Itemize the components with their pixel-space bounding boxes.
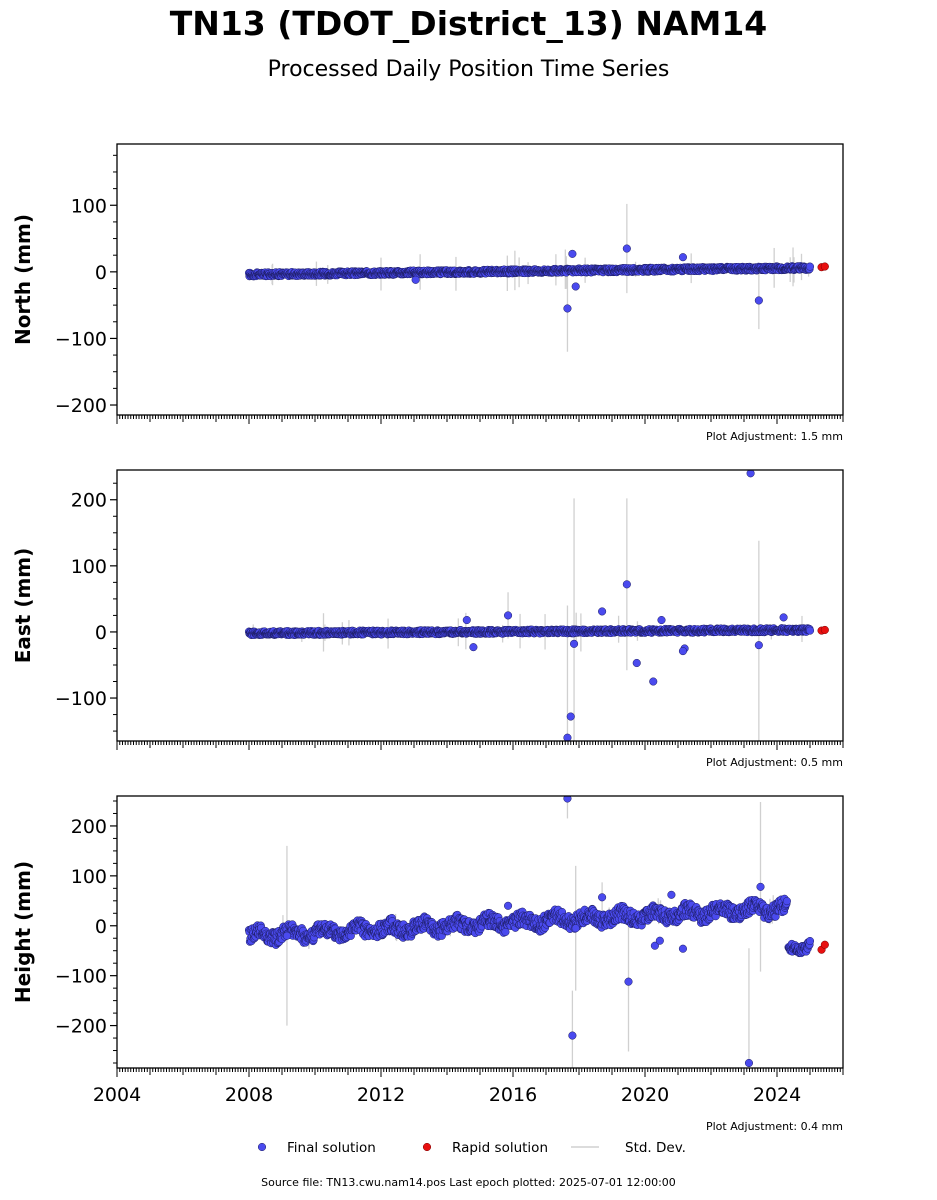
- y-axis-label: North (mm): [11, 214, 35, 345]
- final-point-outlier: [657, 615, 666, 625]
- panel-1: 200 100 0 −100 East (mm) Plot Adjustment: 0.5…: [11, 469, 844, 769]
- final-point: [805, 262, 815, 271]
- x-tick-label: 2016: [489, 1084, 537, 1106]
- y-tick-label: 0: [95, 622, 107, 644]
- plot-frame: [116, 469, 844, 742]
- final-point-outlier: [756, 882, 765, 891]
- legend: Final solution Rapid solution Std. Dev.: [257, 1140, 686, 1156]
- data-layer: [244, 470, 829, 741]
- legend-rapid-swatch: [422, 1142, 432, 1152]
- plot-adjustment: Plot Adjustment: 1.5 mm: [706, 430, 843, 443]
- final-point-outlier: [563, 733, 572, 741]
- y-tick-label: −200: [55, 1016, 107, 1038]
- x-tick-label: 2024: [753, 1084, 801, 1106]
- final-point-outlier: [598, 607, 607, 616]
- source-line: Source file: TN13.cwu.nam14.pos Last epo…: [261, 1176, 676, 1189]
- y-tick-label: 100: [71, 866, 107, 888]
- panel-0: 100 0 −100 −200 North (mm) Plot Adjustment: 1…: [11, 143, 844, 443]
- plot-adjustment: Plot Adjustment: 0.5 mm: [706, 756, 843, 769]
- x-tick-label: 2004: [93, 1084, 141, 1106]
- final-point-outlier: [649, 677, 658, 686]
- y-tick-label: −100: [55, 328, 107, 350]
- chart-subtitle: Processed Daily Position Time Series: [267, 57, 670, 82]
- final-point-outlier: [746, 470, 755, 478]
- x-tick-label: 2008: [225, 1084, 273, 1106]
- final-point: [782, 897, 791, 906]
- legend-label: Rapid solution: [452, 1140, 548, 1156]
- final-point-outlier: [282, 931, 292, 940]
- final-point-outlier: [504, 901, 513, 910]
- final-point-outlier: [469, 643, 478, 652]
- final-point-outlier: [678, 944, 688, 953]
- final-point-outlier: [678, 647, 688, 656]
- final-point-outlier: [462, 615, 471, 625]
- x-tick-label: 2020: [621, 1084, 669, 1106]
- final-point-outlier: [622, 244, 631, 253]
- y-axis-label: Height (mm): [11, 861, 35, 1003]
- final-point-outlier: [655, 936, 664, 945]
- final-point-outlier: [744, 1058, 754, 1068]
- y-axis-label: East (mm): [11, 548, 35, 664]
- chart-title: TN13 (TDOT_District_13) NAM14: [169, 4, 768, 43]
- final-point-outlier: [667, 890, 676, 899]
- final-point-outlier: [568, 249, 577, 258]
- final-point-outlier: [754, 641, 763, 650]
- legend-label: Std. Dev.: [625, 1140, 686, 1156]
- final-point-outlier: [598, 893, 607, 902]
- final-point: [805, 936, 815, 946]
- y-tick-label: 200: [71, 490, 107, 512]
- final-point-outlier: [563, 796, 572, 803]
- final-point-outlier: [568, 1031, 577, 1040]
- final-point-outlier: [678, 253, 688, 262]
- final-point: [805, 626, 815, 635]
- plot-adjustment: Plot Adjustment: 0.4 mm: [706, 1120, 843, 1133]
- y-tick-label: −100: [55, 688, 107, 710]
- final-point-outlier: [624, 977, 633, 986]
- panel-2: 200 100 0 −100 −200 2004 2008 2012 2016 2020 2024 H…: [11, 795, 844, 1133]
- final-point-outlier: [650, 941, 659, 950]
- final-point-outlier: [754, 296, 763, 305]
- final-point-outlier: [622, 580, 631, 589]
- x-tick-label: 2012: [357, 1084, 405, 1106]
- y-tick-label: 0: [95, 262, 107, 284]
- final-point-outlier: [571, 924, 580, 933]
- y-tick-label: 0: [95, 916, 107, 938]
- legend-label: Final solution: [287, 1140, 376, 1156]
- rapid-point: [820, 262, 829, 271]
- final-point-outlier: [571, 282, 580, 291]
- y-tick-label: −200: [55, 395, 107, 417]
- y-tick-label: 100: [71, 195, 107, 217]
- rapid-point: [820, 625, 829, 635]
- rapid-point: [820, 940, 829, 949]
- data-layer: [244, 203, 829, 352]
- legend-final-swatch: [257, 1142, 267, 1152]
- final-point-outlier: [563, 304, 572, 313]
- y-tick-label: 100: [71, 556, 107, 578]
- data-layer: [244, 796, 829, 1068]
- final-point-outlier: [566, 712, 575, 721]
- plot-frame: [116, 143, 844, 416]
- final-point: [501, 927, 510, 936]
- final-point-outlier: [570, 639, 579, 648]
- y-tick-label: −100: [55, 966, 107, 988]
- final-point-outlier: [779, 613, 788, 622]
- final-point-outlier: [504, 611, 513, 620]
- y-tick-label: 200: [71, 816, 107, 838]
- final-point-outlier: [411, 275, 420, 284]
- final-point-outlier: [632, 658, 641, 668]
